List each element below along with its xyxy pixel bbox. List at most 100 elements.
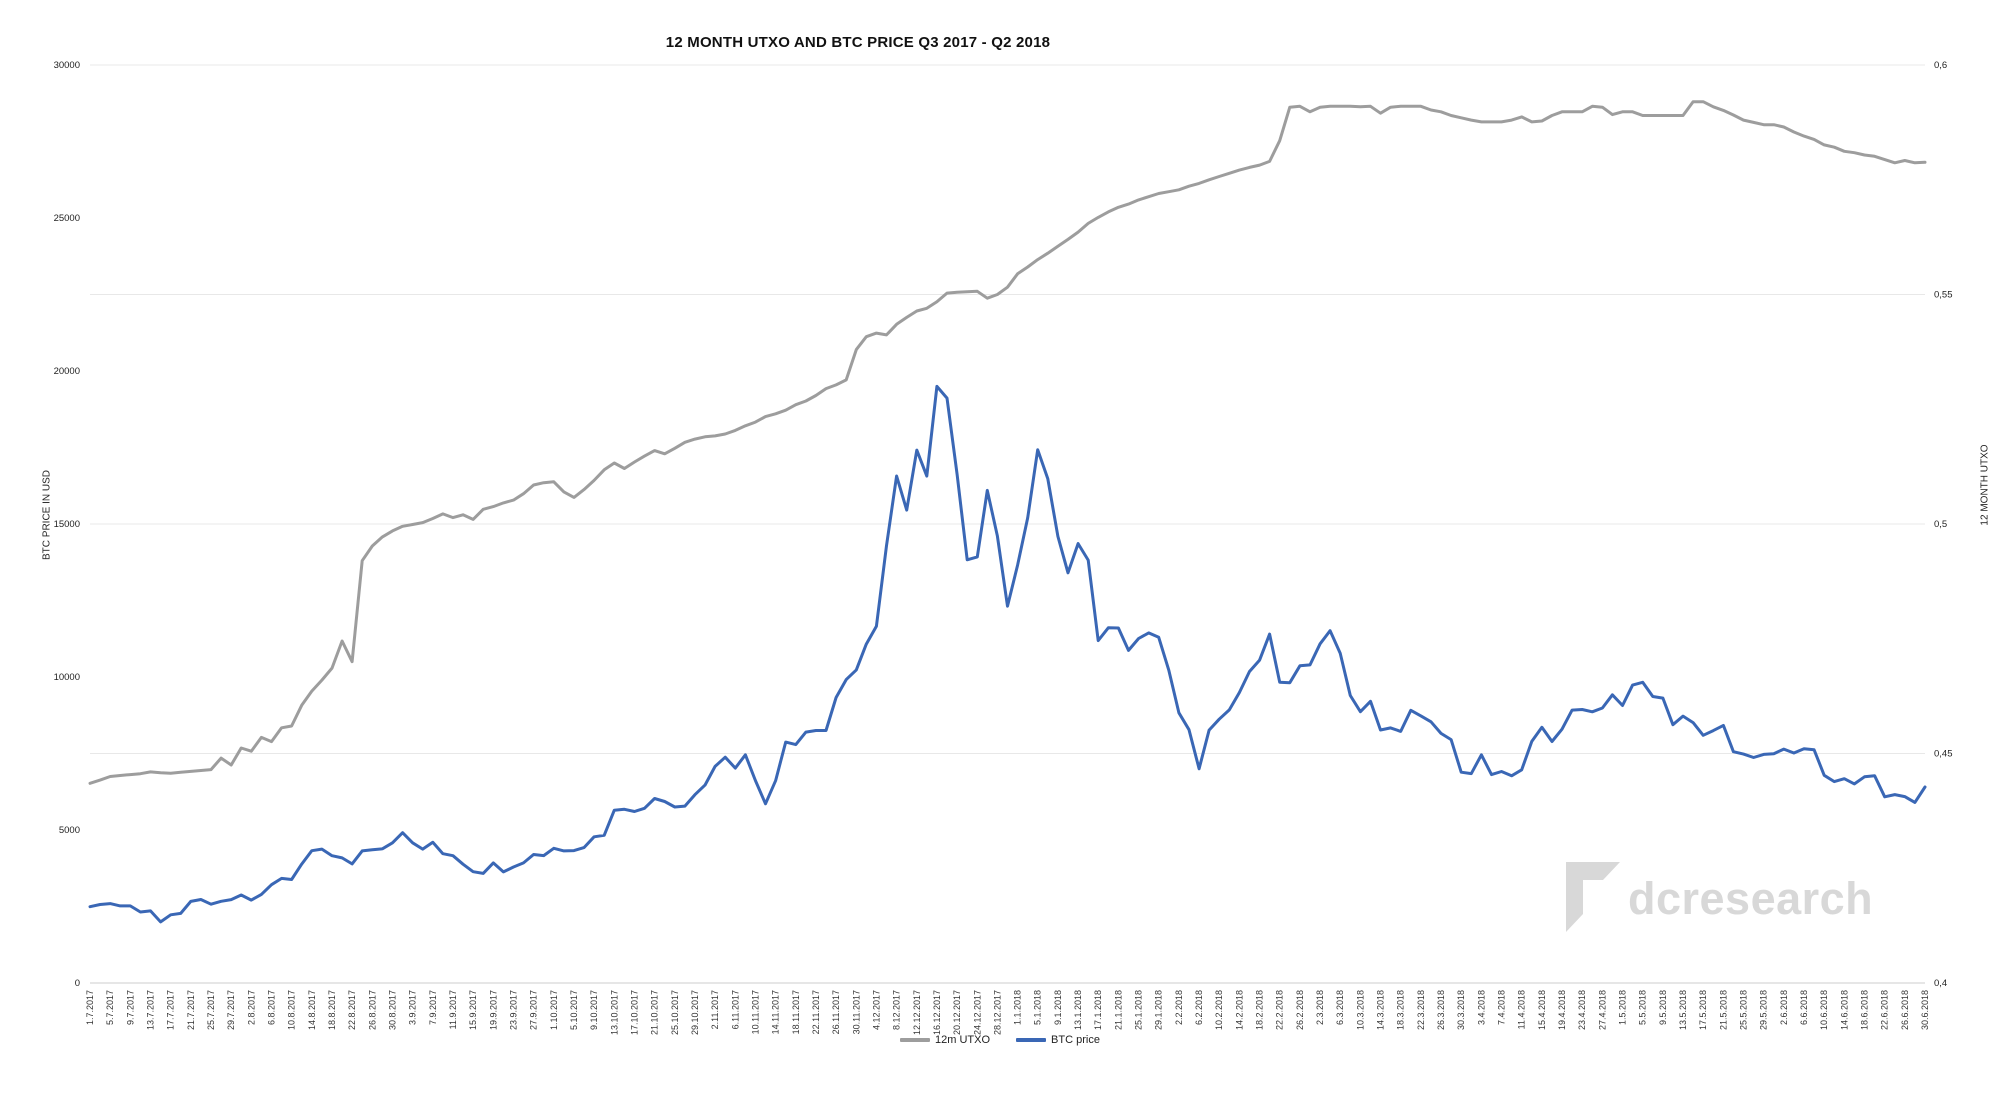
x-tick-label: 15.4.2018 (1537, 990, 1547, 1030)
x-tick-label: 5.7.2017 (105, 990, 115, 1025)
x-tick-label: 27.4.2018 (1597, 990, 1607, 1030)
x-tick-label: 17.1.2018 (1093, 990, 1103, 1030)
legend-label-utxo: 12m UTXO (935, 1034, 991, 1046)
x-tick-label: 1.5.2018 (1618, 990, 1628, 1025)
x-tick-label: 9.1.2018 (1053, 990, 1063, 1025)
legend-label-btc: BTC price (1051, 1034, 1100, 1046)
series-line-utxo (88, 100, 1927, 785)
x-tick-label: 15.9.2017 (468, 990, 478, 1030)
x-tick-label: 12.12.2017 (912, 990, 922, 1035)
watermark-text: dcresearch (1628, 873, 1874, 924)
legend-item-utxo: 12m UTXO (900, 1034, 990, 1046)
x-tick-label: 27.9.2017 (529, 990, 539, 1030)
x-tick-label: 22.8.2017 (347, 990, 357, 1030)
y-left-tick-label: 25000 (54, 213, 80, 224)
x-tick-label: 25.5.2018 (1739, 990, 1749, 1030)
x-tick-label: 13.5.2018 (1678, 990, 1688, 1030)
x-tick-label: 22.6.2018 (1880, 990, 1890, 1030)
y-left-tick-label: 5000 (59, 825, 80, 836)
x-tick-label: 2.8.2017 (246, 990, 256, 1025)
x-tick-label: 2.11.2017 (710, 990, 720, 1029)
x-tick-label: 19.9.2017 (488, 990, 498, 1030)
x-tick-label: 29.1.2018 (1154, 990, 1164, 1030)
x-tick-label: 16.12.2017 (932, 990, 942, 1035)
x-tick-label: 14.2.2018 (1234, 990, 1244, 1030)
y-left-tick-label: 0 (75, 978, 80, 989)
x-tick-label: 26.8.2017 (367, 990, 377, 1030)
series-line-btc (88, 384, 1927, 924)
x-tick-label: 6.2.2018 (1194, 990, 1204, 1025)
y-right-tick-label: 0,6 (1934, 60, 1947, 71)
y-left-tick-label: 15000 (54, 519, 80, 530)
x-tick-label: 30.3.2018 (1456, 990, 1466, 1030)
x-tick-label: 5.1.2018 (1033, 990, 1043, 1025)
x-tick-label: 1.1.2018 (1013, 990, 1023, 1025)
x-tick-label: 24.12.2017 (972, 990, 982, 1035)
x-tick-label: 23.9.2017 (508, 990, 518, 1030)
x-tick-label: 2.3.2018 (1315, 990, 1325, 1025)
y-right-tick-label: 0,4 (1934, 978, 1947, 989)
x-tick-label: 25.7.2017 (206, 990, 216, 1030)
x-tick-label: 10.6.2018 (1819, 990, 1829, 1030)
btc-line-swatch (1016, 1038, 1047, 1042)
x-tick-label: 1.7.2017 (85, 990, 95, 1025)
x-tick-label: 5.10.2017 (569, 990, 579, 1030)
x-tick-label: 23.4.2018 (1577, 990, 1587, 1030)
x-tick-label: 6.3.2018 (1335, 990, 1345, 1025)
x-tick-label: 13.7.2017 (145, 990, 155, 1030)
x-tick-label: 4.12.2017 (871, 990, 881, 1030)
x-tick-label: 22.2.2018 (1275, 990, 1285, 1030)
legend-item-btc: BTC price (1016, 1034, 1100, 1046)
x-tick-label: 13.10.2017 (609, 990, 619, 1035)
y-right-tick-label: 0,55 (1934, 290, 1953, 301)
x-tick-label: 14.3.2018 (1376, 990, 1386, 1030)
x-tick-label: 29.10.2017 (690, 990, 700, 1035)
x-tick-label: 29.7.2017 (226, 990, 236, 1030)
x-tick-label: 10.11.2017 (750, 990, 760, 1034)
x-tick-label: 25.10.2017 (670, 990, 680, 1035)
x-tick-label: 20.12.2017 (952, 990, 962, 1035)
x-tick-label: 9.10.2017 (589, 990, 599, 1030)
x-tick-label: 8.12.2017 (892, 990, 902, 1030)
x-tick-label: 30.8.2017 (387, 990, 397, 1030)
x-tick-label: 10.8.2017 (287, 990, 297, 1030)
x-tick-label: 17.10.2017 (629, 990, 639, 1035)
x-tick-label: 26.6.2018 (1900, 990, 1910, 1030)
x-tick-label: 13.1.2018 (1073, 990, 1083, 1030)
x-tick-label: 30.11.2017 (851, 990, 861, 1034)
x-tick-label: 5.5.2018 (1638, 990, 1648, 1025)
x-tick-label: 25.1.2018 (1134, 990, 1144, 1030)
x-tick-label: 6.6.2018 (1799, 990, 1809, 1025)
x-tick-label: 18.6.2018 (1860, 990, 1870, 1030)
x-tick-label: 7.9.2017 (428, 990, 438, 1025)
x-tick-label: 3.9.2017 (408, 990, 418, 1025)
x-tick-label: 26.11.2017 (831, 990, 841, 1034)
x-tick-label: 1.10.2017 (549, 990, 559, 1030)
x-tick-label: 9.5.2018 (1658, 990, 1668, 1025)
x-tick-label: 28.12.2017 (992, 990, 1002, 1035)
x-tick-label: 30.6.2018 (1920, 990, 1930, 1030)
x-tick-label: 26.2.2018 (1295, 990, 1305, 1030)
x-tick-label: 26.3.2018 (1436, 990, 1446, 1030)
x-tick-label: 14.6.2018 (1839, 990, 1849, 1030)
x-tick-label: 11.4.2018 (1517, 990, 1527, 1029)
dcresearch-logo-icon (1566, 862, 1620, 932)
y-right-tick-label: 0,5 (1934, 519, 1947, 530)
x-tick-label: 2.6.2018 (1779, 990, 1789, 1025)
utxo-line-swatch (900, 1038, 931, 1042)
y-left-tick-label: 30000 (54, 60, 80, 71)
x-tick-label: 18.2.2018 (1255, 990, 1265, 1030)
chart-title: 12 MONTH UTXO AND BTC PRICE Q3 2017 - Q2… (665, 34, 1051, 51)
x-tick-label: 22.3.2018 (1416, 990, 1426, 1030)
y-left-tick-label: 20000 (54, 366, 80, 377)
legend: 12m UTXO BTC price (0, 1034, 2000, 1046)
y-right-tick-label: 0,45 (1934, 749, 1953, 760)
x-tick-label: 3.4.2018 (1476, 990, 1486, 1025)
x-tick-label: 21.7.2017 (186, 990, 196, 1030)
watermark: dcresearch (1566, 858, 1873, 934)
x-tick-label: 17.7.2017 (166, 990, 176, 1030)
x-tick-label: 14.8.2017 (307, 990, 317, 1030)
x-tick-label: 10.3.2018 (1355, 990, 1365, 1030)
